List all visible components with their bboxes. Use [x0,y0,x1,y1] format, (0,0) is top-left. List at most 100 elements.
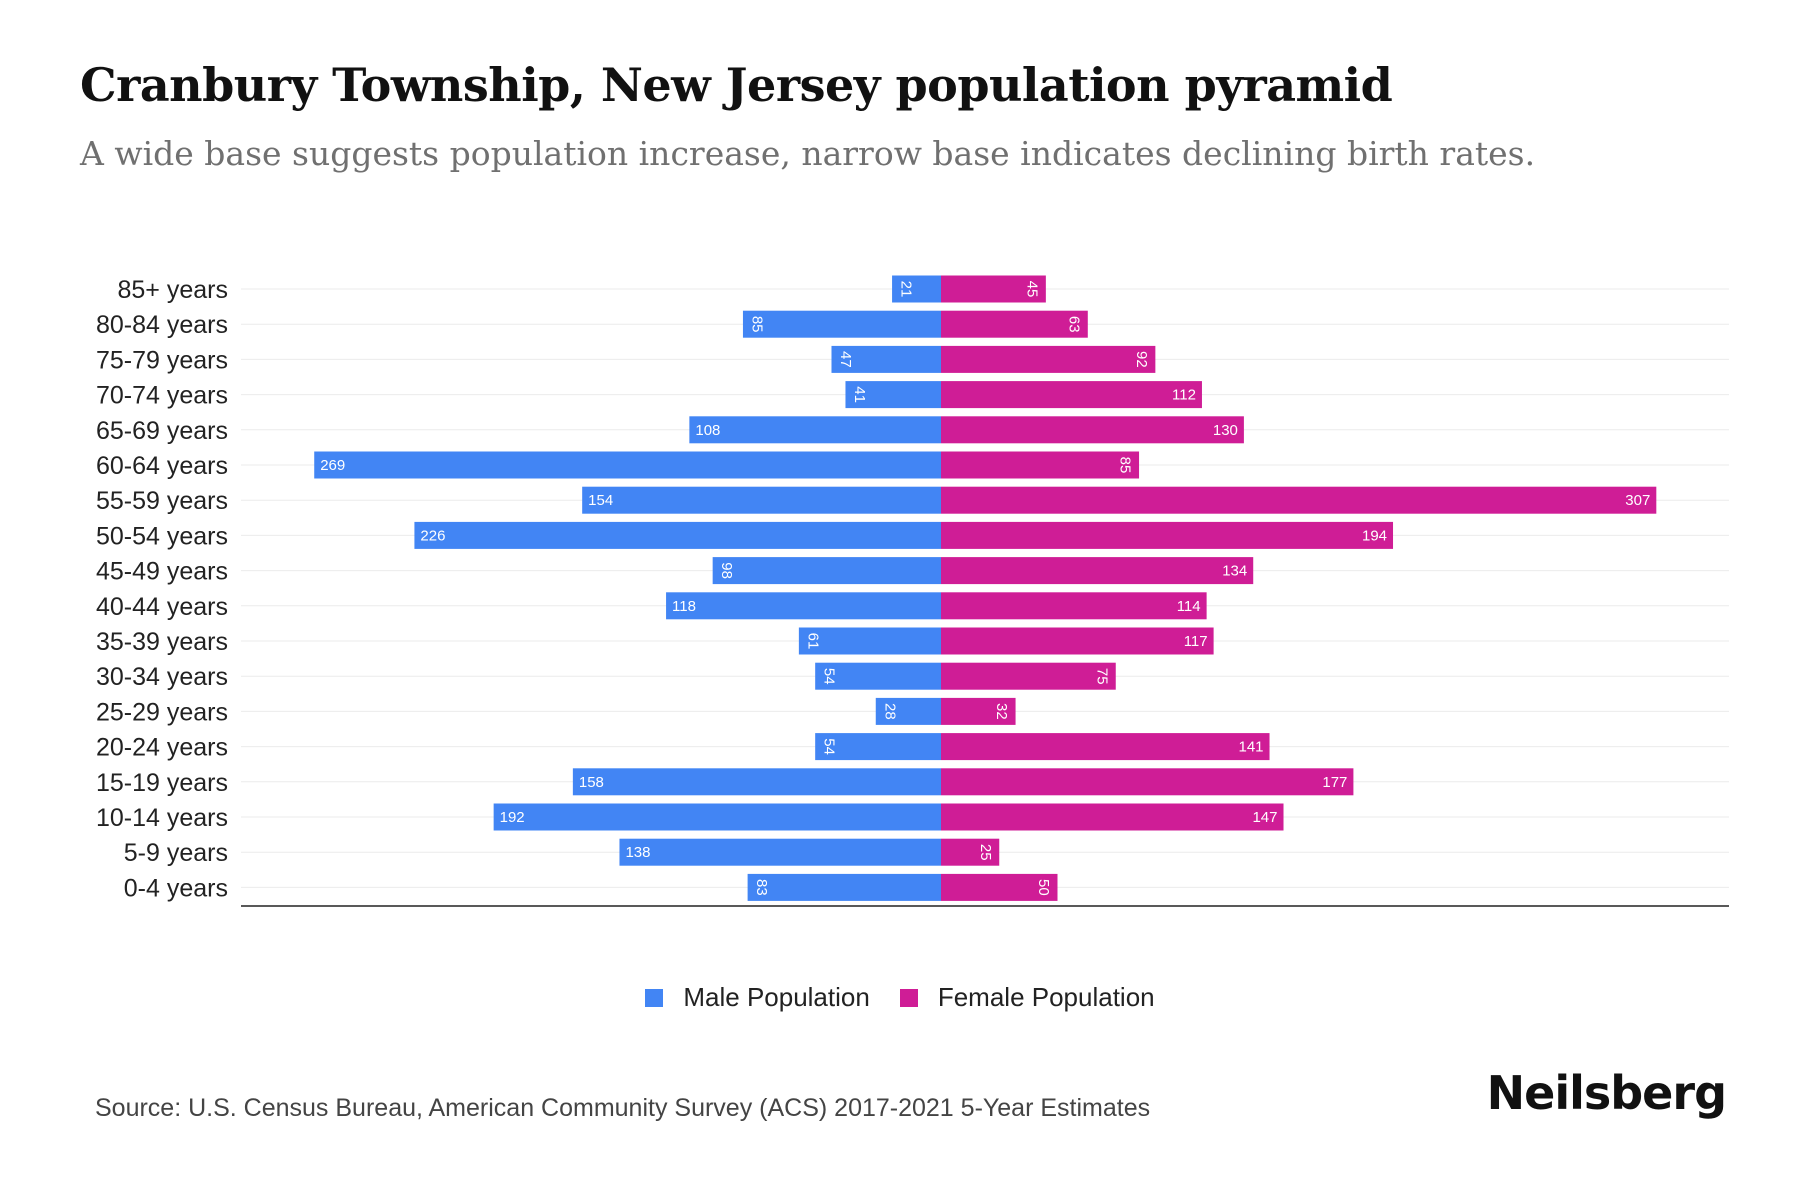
bar-female-45-49-years[interactable] [941,557,1254,585]
bar-female-0-4-years[interactable] [941,873,1058,901]
category-label-15-19-years: 15-19 years [96,769,228,797]
bar-male-45-49-years[interactable] [712,557,941,585]
bar-male-55-59-years[interactable] [582,486,941,514]
bar-female-40-44-years[interactable] [941,592,1207,620]
bar-male-50-54-years[interactable] [414,521,941,549]
legend-swatch-female [899,988,918,1007]
data-label-female-75-79-years: 92 [1133,351,1150,368]
legend-swatch-male [645,988,664,1007]
bar-male-70-74-years[interactable] [845,381,941,409]
data-label-female-35-39-years: 117 [1184,633,1208,650]
category-label-85plus-years: 85+ years [118,276,229,304]
bar-male-15-19-years[interactable] [572,768,941,796]
bar-male-85plus-years[interactable] [892,275,941,303]
data-label-female-30-34-years: 75 [1093,668,1110,685]
bar-female-35-39-years[interactable] [941,627,1214,655]
data-label-female-20-24-years: 141 [1238,739,1263,756]
bar-male-5-9-years[interactable] [619,838,941,866]
bar-female-15-19-years[interactable] [941,768,1354,796]
data-labels: 21 45 85 63 47 92 41 112 108 130 269 85 154 307 226 194… [320,281,1650,896]
bar-male-25-29-years[interactable] [875,697,941,725]
data-label-female-15-19-years: 177 [1322,774,1347,791]
category-label-65-69-years: 65-69 years [96,417,228,445]
data-label-female-40-44-years: 114 [1177,598,1201,615]
category-label-80-84-years: 80-84 years [96,311,228,339]
bar-male-40-44-years[interactable] [666,592,941,620]
data-label-male-75-79-years: 47 [837,351,854,368]
data-label-male-20-24-years: 54 [821,738,838,755]
data-label-male-55-59-years: 154 [588,492,613,509]
category-label-0-4-years: 0-4 years [124,874,228,902]
data-label-female-55-59-years: 307 [1625,492,1650,509]
category-label-40-44-years: 40-44 years [96,593,228,621]
category-label-35-39-years: 35-39 years [96,628,228,656]
bar-female-20-24-years[interactable] [941,733,1270,761]
bar-female-65-69-years[interactable] [941,416,1244,444]
bar-female-60-64-years[interactable] [941,451,1140,479]
data-label-female-10-14-years: 147 [1252,809,1277,826]
data-label-female-5-9-years: 25 [977,844,994,861]
category-label-55-59-years: 55-59 years [96,487,228,515]
legend-item-female[interactable]: Female Population [899,982,1155,1013]
bar-female-50-54-years[interactable] [941,521,1394,549]
chart-title: Cranbury Township, New Jersey population… [80,58,1393,112]
data-label-male-85plus-years: 21 [898,281,915,298]
data-label-male-65-69-years: 108 [695,422,720,439]
data-label-female-65-69-years: 130 [1213,422,1238,439]
source-note: Source: U.S. Census Bureau, American Com… [95,1094,1151,1122]
grid-lines [241,288,1729,888]
data-label-male-25-29-years: 28 [881,703,898,720]
category-label-5-9-years: 5-9 years [124,839,228,867]
bar-female-25-29-years[interactable] [941,697,1016,725]
bar-male-75-79-years[interactable] [831,345,941,373]
category-label-20-24-years: 20-24 years [96,734,228,762]
data-label-male-40-44-years: 118 [672,598,696,615]
data-label-female-25-29-years: 32 [993,703,1010,720]
bar-male-65-69-years[interactable] [689,416,941,444]
bars [314,275,1657,901]
data-label-male-0-4-years: 83 [753,879,770,896]
data-label-male-5-9-years: 138 [625,844,650,861]
legend-item-male[interactable]: Male Population [645,982,870,1013]
category-labels: 85+ years 80-84 years 75-79 years 70-74 yea… [96,276,228,902]
category-label-10-14-years: 10-14 years [96,804,228,832]
bar-male-60-64-years[interactable] [314,451,942,479]
category-label-70-74-years: 70-74 years [96,382,228,410]
legend-label-male: Male Population [683,982,870,1012]
data-label-female-85plus-years: 45 [1023,281,1040,298]
bar-female-30-34-years[interactable] [941,662,1116,690]
bar-female-75-79-years[interactable] [941,345,1156,373]
data-label-male-50-54-years: 226 [420,527,445,544]
bar-female-80-84-years[interactable] [941,310,1088,338]
category-label-75-79-years: 75-79 years [96,346,228,374]
legend-label-female: Female Population [937,982,1155,1012]
data-label-male-10-14-years: 192 [500,809,525,826]
bar-female-85plus-years[interactable] [941,275,1046,303]
bar-female-5-9-years[interactable] [941,838,1000,866]
bar-female-10-14-years[interactable] [941,803,1284,831]
bar-female-55-59-years[interactable] [941,486,1657,514]
chart-subtitle: A wide base suggests population increase… [80,134,1536,173]
data-label-male-60-64-years: 269 [320,457,345,474]
data-label-male-35-39-years: 61 [804,633,821,650]
category-label-50-54-years: 50-54 years [96,522,228,550]
category-label-30-34-years: 30-34 years [96,663,228,691]
bar-male-30-34-years[interactable] [815,662,941,690]
data-label-male-70-74-years: 41 [851,386,868,403]
data-label-male-45-49-years: 98 [718,562,735,579]
data-label-male-15-19-years: 158 [579,774,604,791]
bar-female-70-74-years[interactable] [941,381,1202,409]
bar-male-0-4-years[interactable] [747,873,941,901]
bar-male-10-14-years[interactable] [493,803,941,831]
data-label-female-60-64-years: 85 [1117,457,1134,474]
bar-male-35-39-years[interactable] [798,627,941,655]
category-label-25-29-years: 25-29 years [96,698,228,726]
data-label-male-30-34-years: 54 [821,668,838,685]
data-label-female-70-74-years: 112 [1172,387,1196,404]
bar-male-80-84-years[interactable] [742,310,941,338]
bar-male-20-24-years[interactable] [815,733,941,761]
data-label-male-80-84-years: 85 [748,316,765,333]
brand-logo: Neilsberg [1486,1066,1727,1120]
category-label-60-64-years: 60-64 years [96,452,228,480]
